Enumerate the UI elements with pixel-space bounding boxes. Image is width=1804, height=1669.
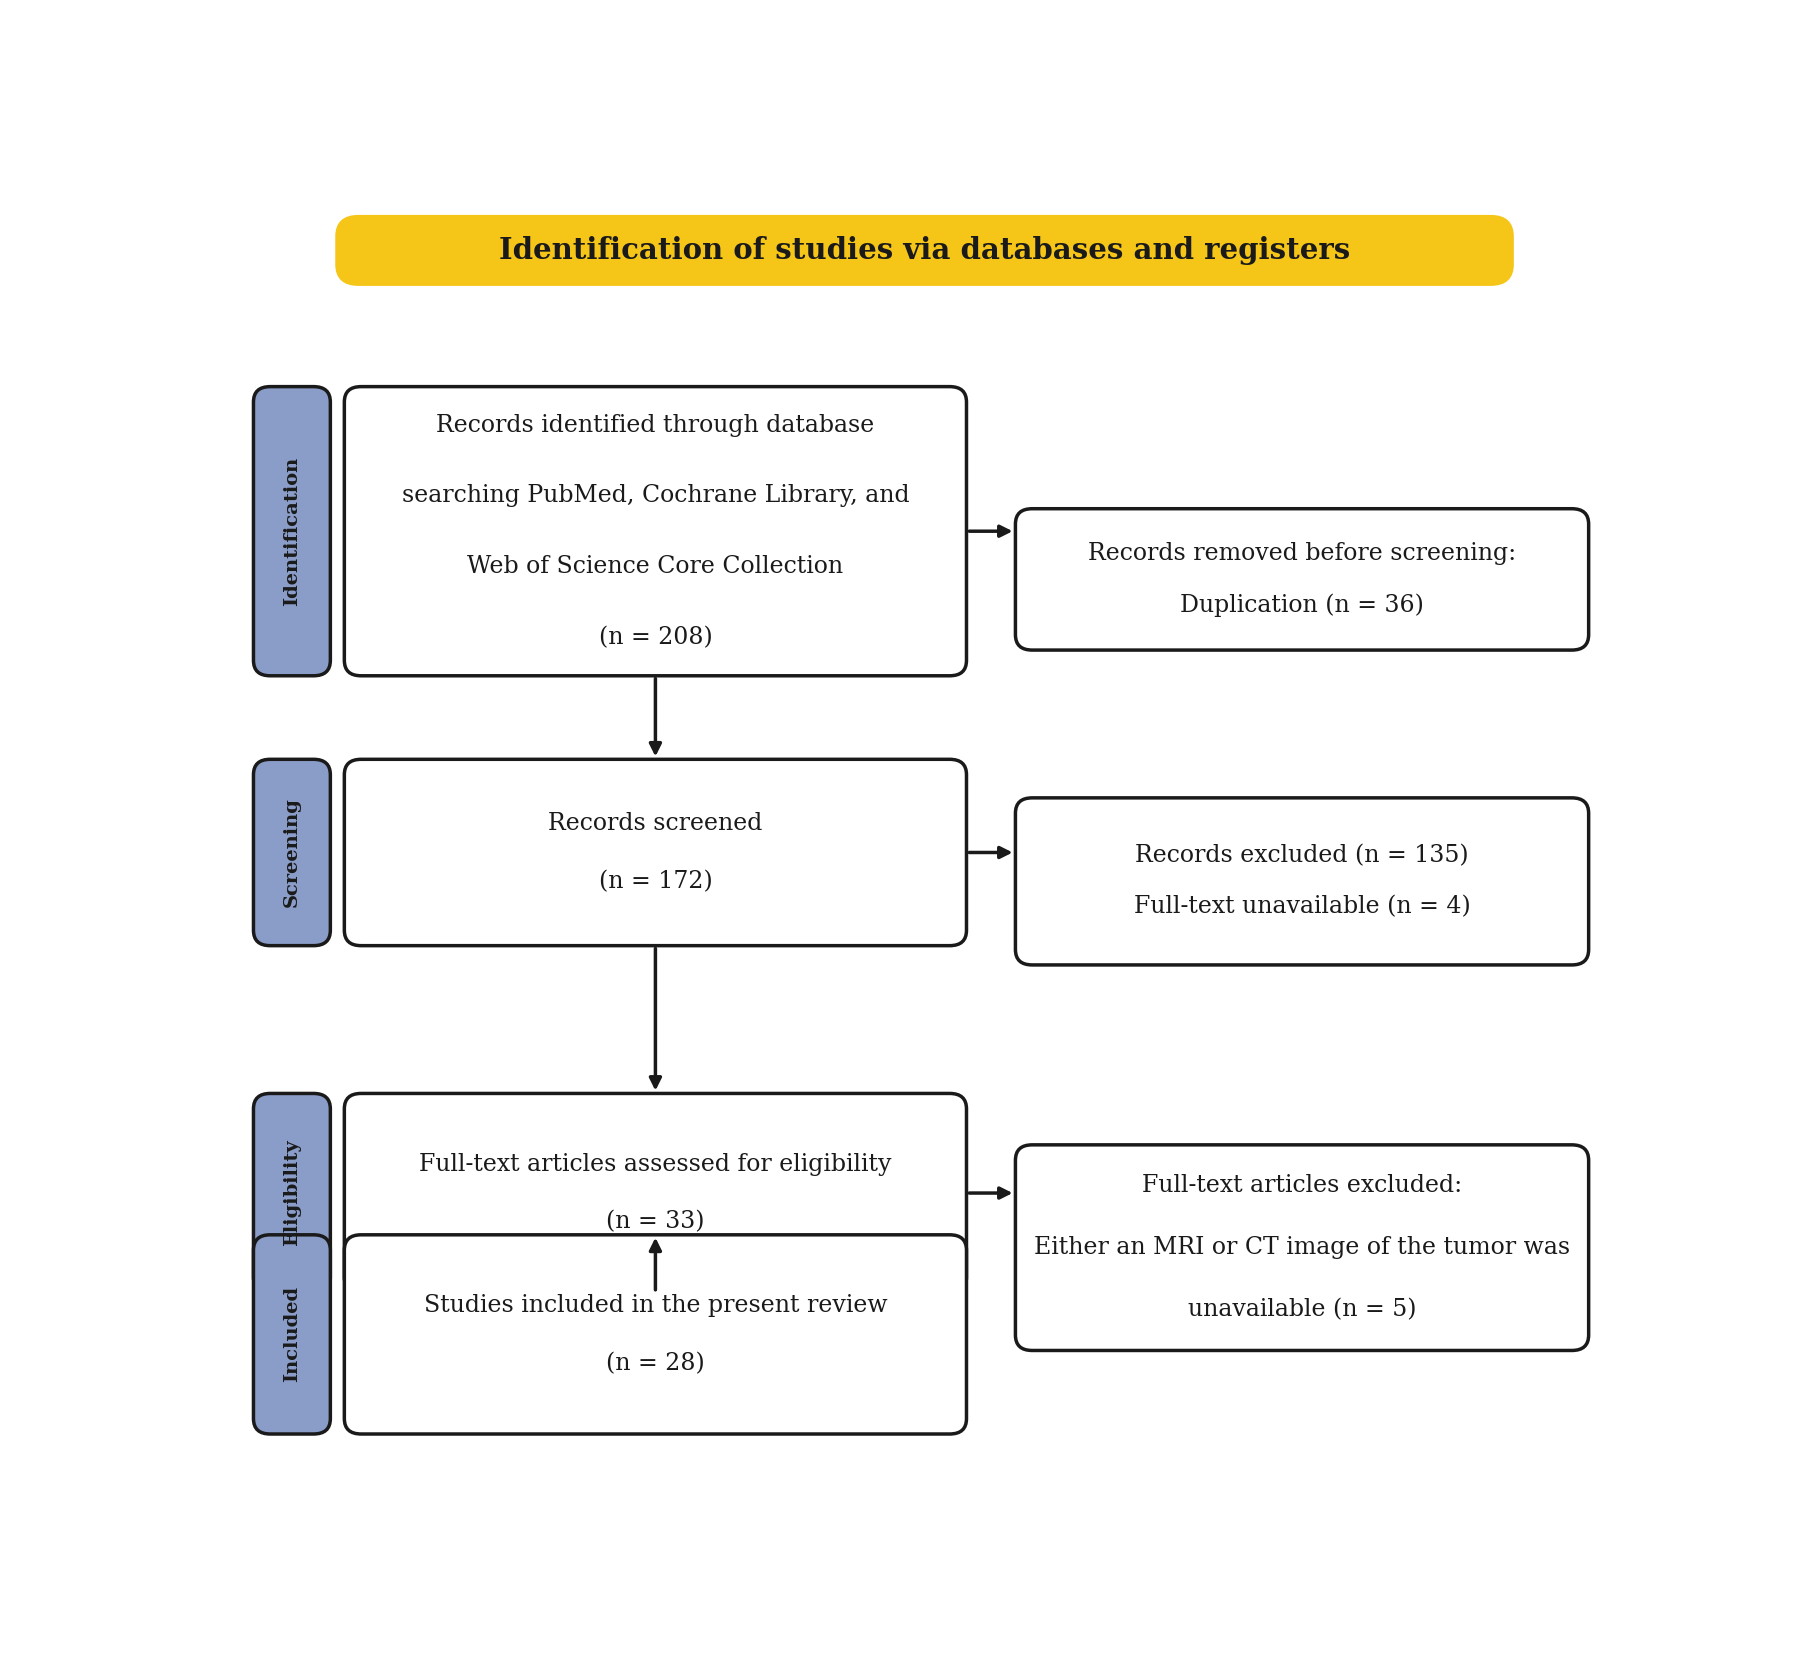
FancyBboxPatch shape	[1016, 1145, 1589, 1350]
Text: (n = 33): (n = 33)	[606, 1210, 705, 1233]
FancyBboxPatch shape	[253, 1235, 330, 1434]
FancyBboxPatch shape	[253, 387, 330, 676]
FancyBboxPatch shape	[345, 759, 967, 946]
FancyBboxPatch shape	[1016, 798, 1589, 965]
Text: Records screened: Records screened	[548, 813, 763, 834]
Text: Web of Science Core Collection: Web of Science Core Collection	[467, 556, 844, 577]
Text: (n = 172): (n = 172)	[599, 870, 713, 893]
Text: Records removed before screening:: Records removed before screening:	[1088, 542, 1515, 566]
Text: Duplication (n = 36): Duplication (n = 36)	[1180, 594, 1423, 618]
Text: Eligibility: Eligibility	[283, 1140, 301, 1247]
Text: Full-text articles assessed for eligibility: Full-text articles assessed for eligibil…	[419, 1153, 891, 1175]
Text: (n = 208): (n = 208)	[599, 626, 713, 649]
FancyBboxPatch shape	[337, 217, 1512, 284]
Text: Identification: Identification	[283, 457, 301, 606]
Text: Records identified through database: Records identified through database	[437, 414, 875, 437]
Text: Either an MRI or CT image of the tumor was: Either an MRI or CT image of the tumor w…	[1034, 1237, 1569, 1258]
Text: Included: Included	[283, 1287, 301, 1382]
Text: Identification of studies via databases and registers: Identification of studies via databases …	[500, 235, 1349, 265]
FancyBboxPatch shape	[253, 759, 330, 946]
Text: Records excluded (n = 135): Records excluded (n = 135)	[1135, 845, 1468, 868]
Text: searching PubMed, Cochrane Library, and: searching PubMed, Cochrane Library, and	[402, 484, 909, 507]
FancyBboxPatch shape	[345, 387, 967, 676]
Text: Full-text articles excluded:: Full-text articles excluded:	[1142, 1175, 1461, 1197]
Text: unavailable (n = 5): unavailable (n = 5)	[1187, 1298, 1416, 1320]
Text: (n = 28): (n = 28)	[606, 1352, 705, 1375]
FancyBboxPatch shape	[253, 1093, 330, 1292]
FancyBboxPatch shape	[1016, 509, 1589, 649]
Text: Full-text unavailable (n = 4): Full-text unavailable (n = 4)	[1133, 896, 1470, 918]
FancyBboxPatch shape	[345, 1235, 967, 1434]
Text: Studies included in the present review: Studies included in the present review	[424, 1293, 888, 1317]
Text: Screening: Screening	[283, 798, 301, 908]
FancyBboxPatch shape	[345, 1093, 967, 1292]
